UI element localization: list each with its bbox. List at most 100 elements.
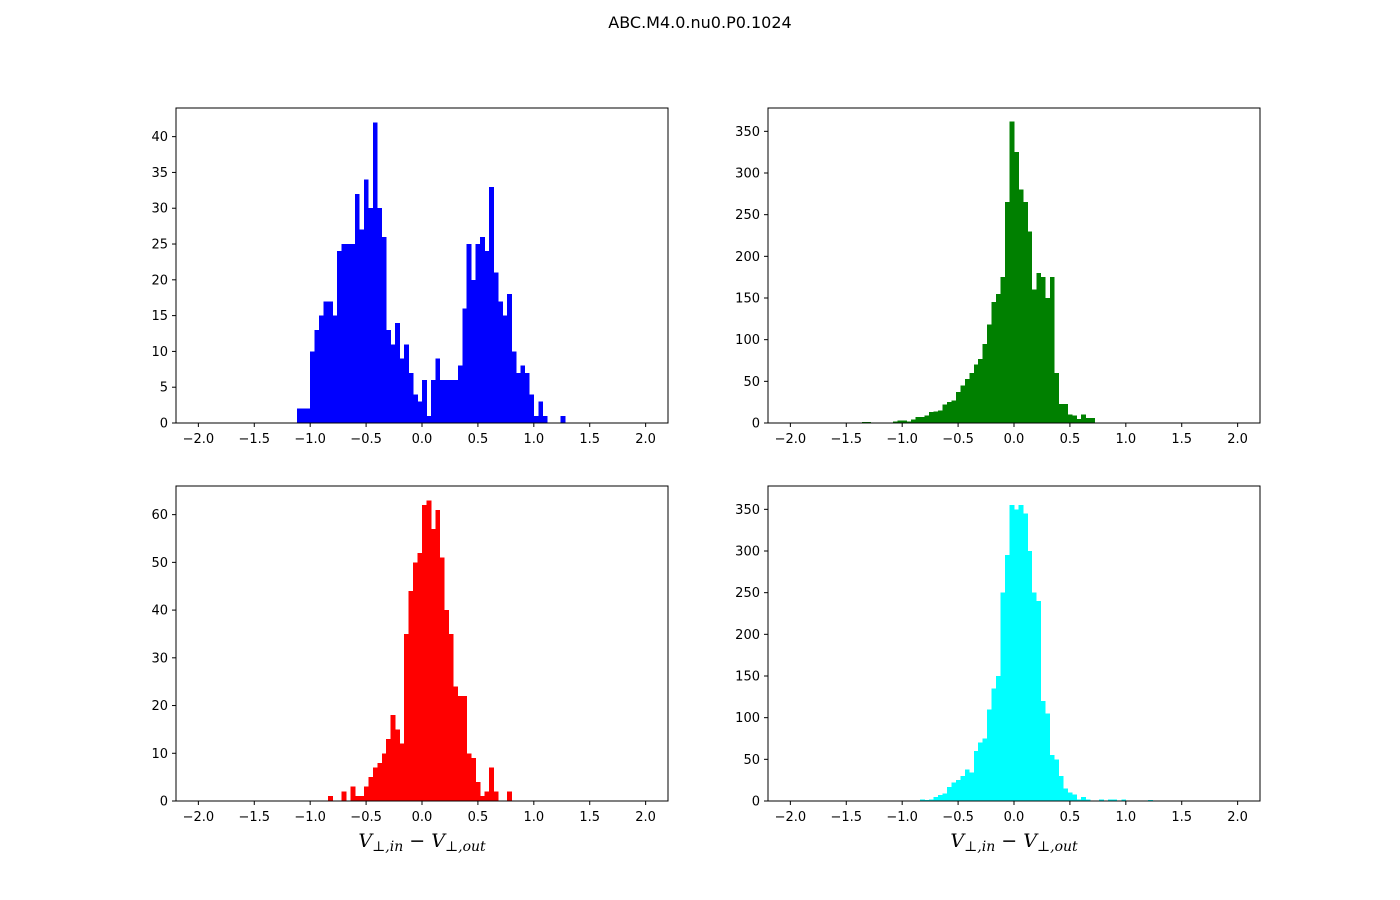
histogram-bar [480, 796, 485, 801]
histogram-bar [417, 401, 423, 423]
histogram-bar [399, 743, 405, 801]
x-tick-label: −0.5 [350, 432, 382, 447]
histogram-bar [386, 738, 392, 801]
histogram-bar [1085, 418, 1091, 423]
histogram-bar [942, 793, 948, 801]
histogram-bar [484, 791, 490, 801]
histogram-panel-bottom-right: −2.0 −1.5 −1.0 −0.5 0.0 0.5 1.0 1.5 2.0 0 50 100 150… [735, 485, 1261, 855]
histogram-bar [906, 421, 912, 423]
histogram-bar [381, 236, 387, 423]
histogram-panel-top-left: −2.0 −1.5 −1.0 −0.5 0.0 0.5 1.0 1.5 2.0 0 5 10 15 20 2… [151, 107, 669, 447]
histogram-bar [408, 591, 414, 801]
histogram-bar [996, 293, 1001, 423]
histogram-bar [960, 385, 966, 423]
x-tick-label: −1.0 [294, 810, 326, 825]
y-tick-label: 200 [735, 250, 760, 265]
histogram-bar [1027, 551, 1033, 801]
y-tick-label: 300 [735, 167, 760, 182]
histogram-bar [1063, 788, 1069, 801]
histogram-bar [964, 769, 970, 801]
histogram-bar [1121, 799, 1127, 801]
histogram-bar [390, 344, 396, 423]
histogram-bar [955, 780, 961, 801]
histogram-bar [520, 365, 526, 423]
histogram-bar [377, 208, 383, 423]
x-tick-label: −0.5 [350, 810, 382, 825]
histogram-bar [964, 378, 970, 423]
histogram-bar [1018, 189, 1024, 423]
histogram-bar [915, 417, 921, 423]
histogram-bar [960, 776, 966, 801]
x-tick-label: −0.5 [942, 432, 974, 447]
histogram-bar [1000, 277, 1006, 423]
x-tick-label: 0.5 [468, 810, 489, 825]
y-tick-label: 150 [735, 670, 760, 685]
x-tick-label: −1.5 [238, 432, 270, 447]
histogram-panel-top-right: −2.0 −1.5 −1.0 −0.5 0.0 0.5 1.0 1.5 2.0 0 50 100 150… [735, 107, 1261, 447]
histogram-bar [1058, 403, 1064, 423]
histogram-panel-bottom-left: −2.0 −1.5 −1.0 −0.5 0.0 0.5 1.0 1.5 2.0 0 10 20 30 40… [151, 485, 669, 855]
histogram-bar [363, 786, 369, 801]
x-tick-label: 0.5 [1060, 810, 1081, 825]
x-tick-label: −2.0 [775, 810, 807, 825]
histogram-bar [996, 676, 1001, 801]
histogram-bar [1090, 418, 1095, 423]
histogram-bar [480, 236, 485, 423]
histogram-bar [368, 777, 374, 801]
x-tick-label: −1.0 [886, 432, 918, 447]
histogram-bar [506, 294, 512, 423]
histogram-bar [1022, 202, 1028, 423]
histogram-bar [524, 372, 530, 423]
histogram-bar [1009, 121, 1015, 423]
histogram-bar [1049, 277, 1055, 423]
x-tick-label: 2.0 [635, 810, 656, 825]
y-tick-label: 350 [735, 503, 760, 518]
y-tick-label: 150 [735, 292, 760, 307]
histogram-bar [484, 251, 490, 423]
x-tick-label: 0.0 [1004, 432, 1025, 447]
y-tick-label: 10 [151, 747, 168, 762]
histogram-bar [390, 715, 396, 801]
histogram-bar [1072, 415, 1077, 423]
x-tick-label: 2.0 [635, 432, 656, 447]
y-tick-label: 30 [151, 202, 168, 217]
histogram-bar [911, 419, 916, 423]
histogram-bar [444, 610, 450, 801]
histogram-bar [413, 562, 418, 801]
histogram-bar [969, 373, 975, 423]
y-tick-label: 50 [151, 556, 168, 571]
histogram-bar [1054, 759, 1060, 801]
histogram-bar [498, 301, 503, 423]
histogram-bar [1045, 298, 1051, 423]
histogram-bar [310, 351, 315, 423]
histogram-bar [515, 372, 521, 423]
y-tick-label: 35 [151, 166, 168, 181]
histogram-bar [1112, 799, 1118, 801]
histogram-bar [1067, 792, 1073, 801]
histogram-bar [471, 758, 477, 801]
histogram-bar [314, 329, 320, 423]
histogram-bar [897, 420, 903, 423]
y-tick-label: 20 [151, 699, 168, 714]
x-tick-label: −1.5 [830, 432, 862, 447]
histogram-bar [529, 394, 535, 423]
histogram-bar [372, 122, 378, 423]
histogram-bar [471, 279, 477, 423]
x-axis-label: V⊥,in − V⊥,out [950, 830, 1078, 855]
y-tick-label: 40 [151, 130, 168, 145]
y-tick-label: 10 [151, 345, 168, 360]
histogram-bar [560, 415, 566, 423]
y-tick-label: 50 [743, 753, 760, 768]
histogram-bar [435, 358, 441, 423]
histogram-bar [439, 380, 445, 423]
histogram-bar [933, 411, 939, 423]
histogram-bar [987, 709, 992, 801]
histogram-bar [337, 251, 342, 423]
histogram-bar [435, 509, 441, 801]
histogram-bar [1076, 418, 1082, 423]
histogram-bar [533, 415, 539, 423]
histogram-bar [902, 420, 907, 423]
histogram-bar [1000, 592, 1006, 801]
histogram-bar [1076, 799, 1082, 801]
